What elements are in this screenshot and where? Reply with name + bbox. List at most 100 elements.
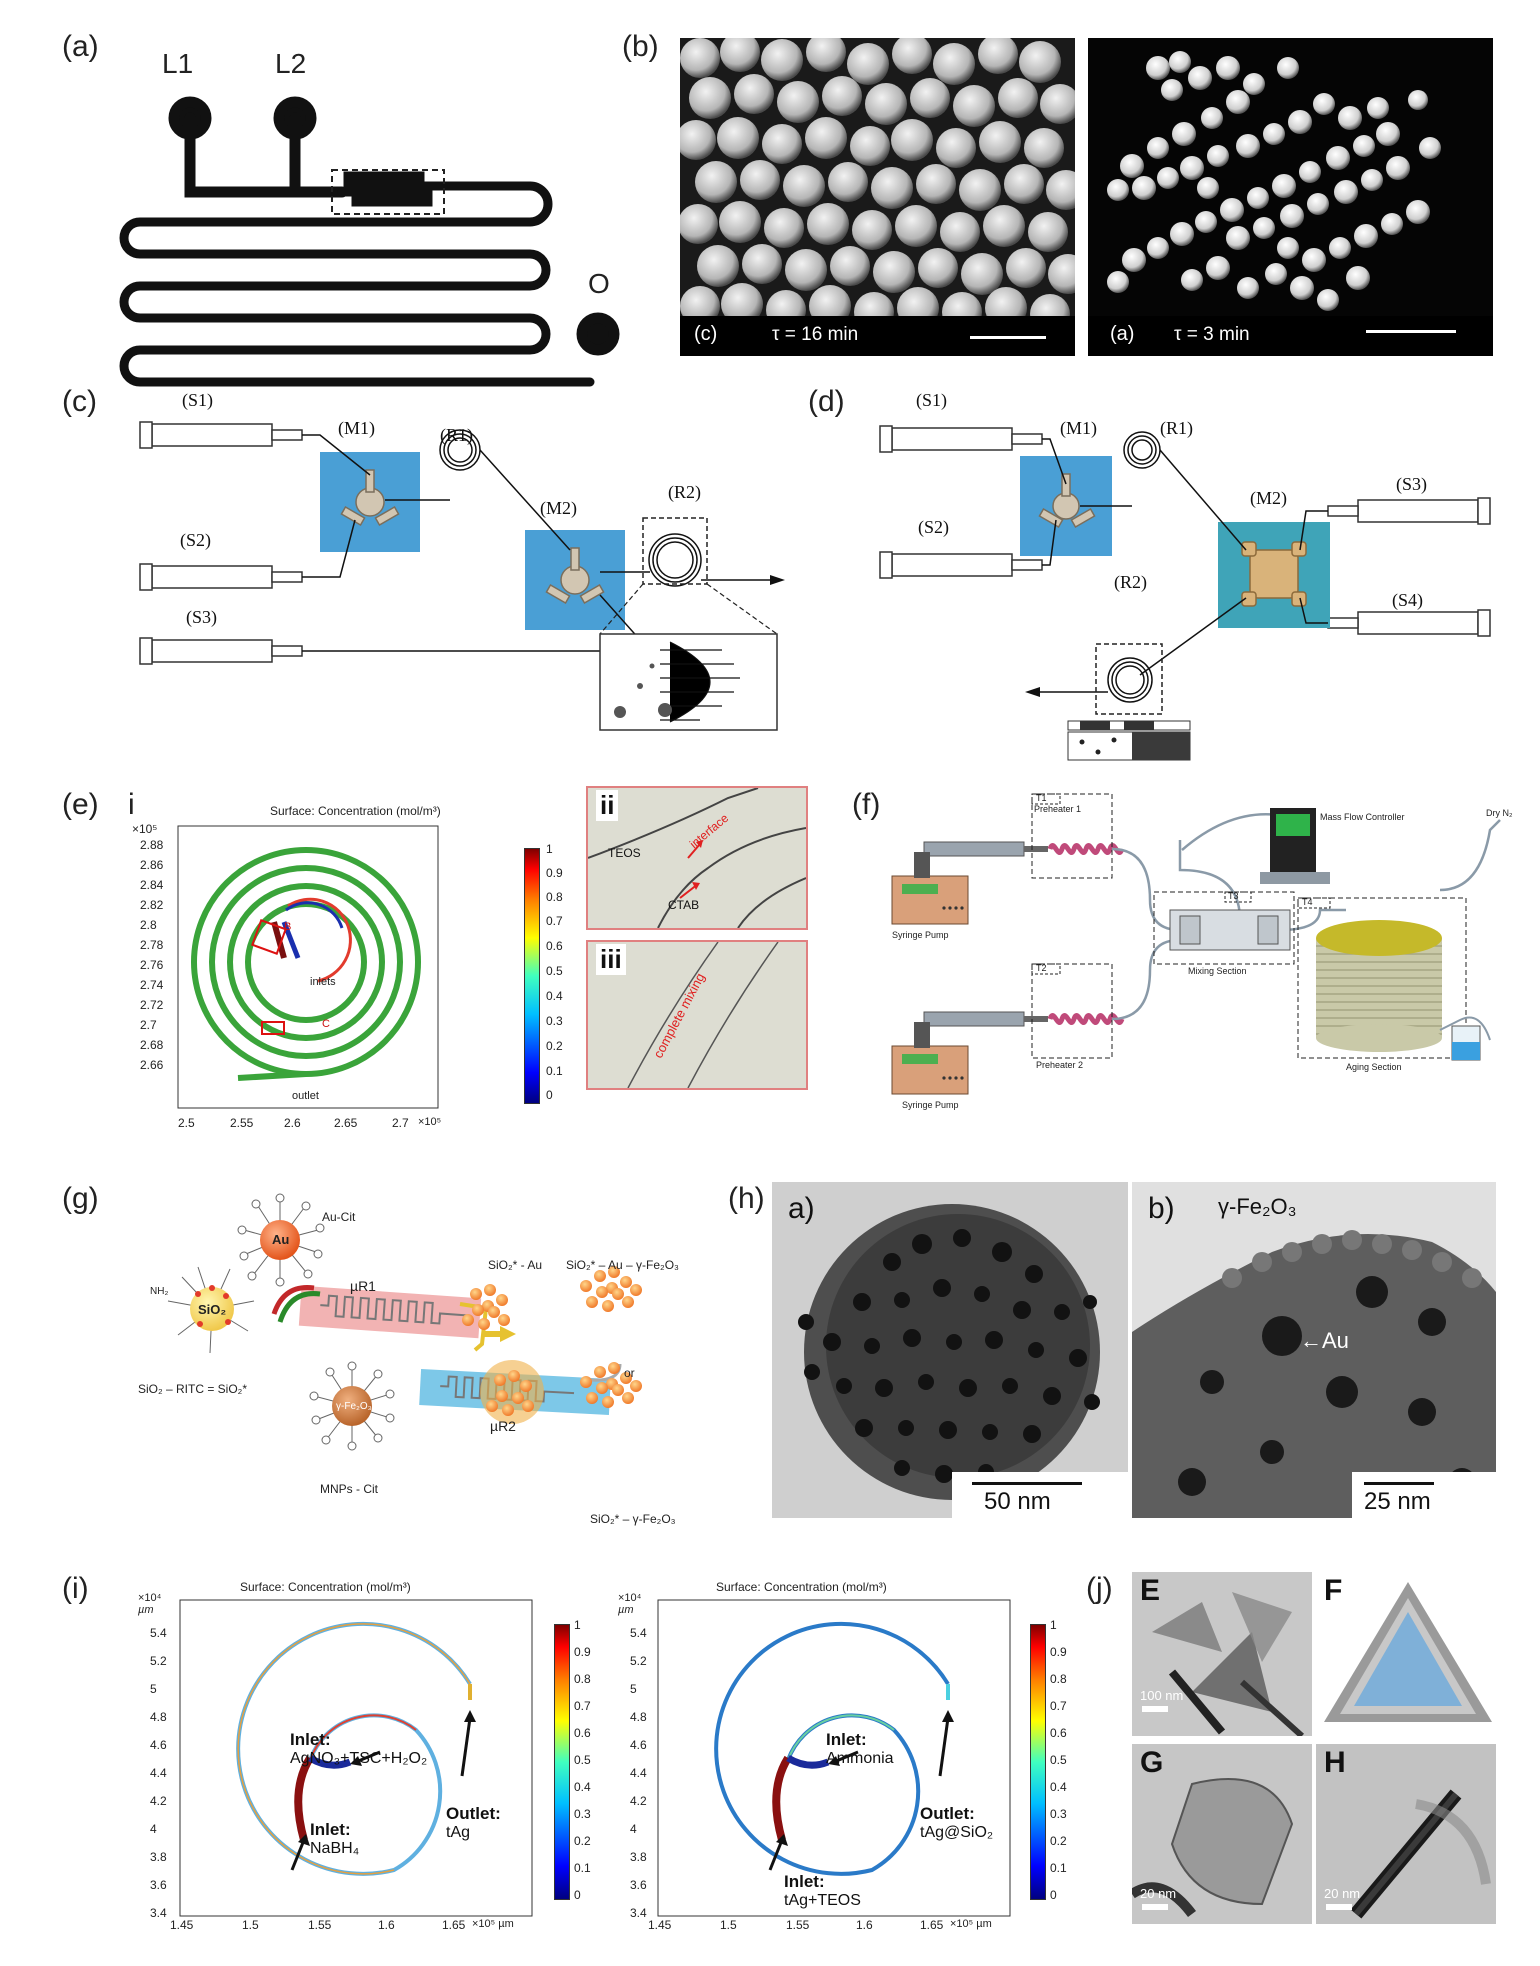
ytick: 4.6	[150, 1738, 167, 1752]
panel-g-ur1: µR1	[350, 1278, 376, 1294]
panel-i-right-inlet2-val: tAg+TEOS	[784, 1892, 861, 1909]
panel-g-au: Au	[272, 1232, 290, 1247]
tem-b-fe-label: γ-Fe₂O₃	[1218, 1194, 1297, 1219]
xtick: 2.6	[284, 1116, 301, 1130]
x-exp: ×10⁵ µm	[472, 1918, 514, 1930]
panel-f-mfc: Mass Flow Controller	[1320, 812, 1405, 822]
xtick: 1.6	[856, 1918, 873, 1932]
panel-i-left-inlet2-val: NaBH₄	[310, 1840, 360, 1857]
panel-g-sio2-fe: SiO₂* – γ-Fe₂O₃	[590, 1512, 676, 1526]
panel-a-label: (a)	[62, 30, 99, 63]
panel-f-preheater1: Preheater 1	[1034, 804, 1082, 814]
tem-e-tag: E	[1140, 1574, 1161, 1607]
ytick: 2.8	[140, 918, 157, 932]
cbar-tick: 0.1	[574, 1861, 591, 1875]
panel-g-au-cit: Au-Cit	[322, 1210, 356, 1224]
cbar-tick: 1	[546, 842, 553, 856]
xtick: 1.55	[308, 1918, 332, 1932]
ytick: 5.2	[150, 1654, 167, 1668]
schematic-f-tag: F	[1324, 1574, 1343, 1607]
xtick: 1.45	[648, 1918, 672, 1932]
ytick: 5	[630, 1682, 637, 1696]
panel-f-syringe-pump-1: Syringe Pump	[892, 930, 949, 940]
micro-ii-ctab: CTAB	[668, 898, 700, 912]
panel-e-sub-i: i	[128, 788, 135, 821]
setup-d-diagram	[879, 425, 1491, 761]
cbar-tick: 0	[546, 1088, 553, 1102]
panel-g-sio2-au: SiO₂* - Au	[488, 1258, 543, 1272]
cbar-tick: 0.7	[546, 914, 563, 928]
xtick: 2.5	[178, 1116, 195, 1130]
panel-f-t1: T1	[1036, 793, 1047, 803]
panel-i-right-outlet: Outlet:	[920, 1804, 975, 1823]
xtick: 2.55	[230, 1116, 254, 1130]
tem-image-h: H 20 nm	[1316, 1744, 1496, 1924]
tem-e-scalebar	[1142, 1706, 1168, 1712]
ytick: 5.4	[630, 1626, 647, 1640]
panel-i-left-inlet2: Inlet:	[310, 1820, 351, 1839]
ytick: 5.2	[630, 1654, 647, 1668]
panel-j-label: (j)	[1086, 1572, 1113, 1605]
setup-d-s2: (S2)	[918, 517, 949, 537]
sem-image-3min: (a) τ = 3 min	[1088, 38, 1493, 356]
panel-e-title: Surface: Concentration (mol/m³)	[270, 804, 441, 818]
cbar-tick: 0.3	[574, 1807, 591, 1821]
cbar-tick: 0.7	[1050, 1699, 1067, 1713]
tem-a-scalebar	[972, 1482, 1082, 1485]
ytick: 4.6	[630, 1738, 647, 1752]
panel-g-ur2: µR2	[490, 1418, 516, 1434]
cbar-tick: 1	[574, 1618, 581, 1632]
cbar-tick: 0.5	[574, 1753, 591, 1767]
panel-g-mnps: MNPs - Cit	[320, 1482, 378, 1496]
panel-i-left-inlet1-val: AgNO₃+TSC+H₂O₂	[290, 1750, 428, 1767]
ytick: 2.82	[140, 898, 164, 912]
setup-d-m1: (M1)	[1060, 418, 1097, 438]
setup-d-m2: (M2)	[1250, 488, 1287, 508]
cbar-tick: 0.6	[1050, 1726, 1067, 1740]
cbar-tick: 0.5	[546, 964, 563, 978]
panel-g-sio2-ritc: SiO₂ – RITC = SiO₂*	[138, 1382, 248, 1396]
panel-f-setup-diagram	[891, 793, 1501, 1095]
setup-c-s1: (S1)	[182, 390, 213, 410]
triangle-schematic-f: F	[1316, 1572, 1496, 1736]
cbar-tick: 0	[574, 1888, 581, 1902]
panel-g-scheme	[167, 1193, 642, 1451]
xtick: 1.65	[442, 1918, 466, 1932]
panel-f-t4: T4	[1302, 897, 1313, 907]
ytick: 3.4	[630, 1906, 647, 1920]
panel-e-spiral-plot	[177, 825, 439, 1109]
panel-e-b-marker: B	[284, 921, 292, 933]
xtick: 2.7	[392, 1116, 409, 1130]
sem-particles-aggregates	[1088, 51, 1493, 356]
panel-e-micrograph-iii: iii complete mixing	[586, 940, 808, 1090]
panel-i-right-xticks: 1.45 1.5 1.55 1.6 1.65 ×10⁵ µm	[648, 1918, 1018, 1934]
x-exp: ×10⁵ µm	[950, 1918, 992, 1930]
tem-b-scalebar	[1364, 1482, 1434, 1485]
panel-i-right-y-unit: µm	[618, 1604, 634, 1616]
setup-c-m1: (M1)	[338, 418, 375, 438]
tem-b-au-label: ←Au	[1300, 1328, 1349, 1353]
panel-i-left-y-unit: µm	[138, 1604, 154, 1616]
ytick: 2.7	[140, 1018, 157, 1032]
cbar-tick: 0.3	[546, 1014, 563, 1028]
tem-g-tag: G	[1140, 1746, 1164, 1779]
cbar-tick: 0.8	[546, 890, 563, 904]
panel-i-right-spiral	[657, 1599, 1011, 1917]
tem-b-scale-label: 25 nm	[1364, 1488, 1431, 1515]
ytick: 4	[630, 1822, 637, 1836]
xtick: 1.55	[786, 1918, 810, 1932]
panel-i-left-xticks: 1.45 1.5 1.55 1.6 1.65 ×10⁵ µm	[170, 1918, 540, 1934]
ytick: 2.66	[140, 1058, 164, 1072]
panel-i-left-inlet1: Inlet:	[290, 1730, 331, 1749]
panel-i-left-spiral	[179, 1599, 533, 1917]
setup-c-r2: (R2)	[668, 482, 701, 502]
cbar-tick: 0.7	[574, 1699, 591, 1713]
micro-ii-label: ii	[596, 790, 619, 821]
cbar-tick: 0.8	[574, 1672, 591, 1686]
xtick: 1.5	[720, 1918, 737, 1932]
cbar-tick: 1	[1050, 1618, 1057, 1632]
panel-i-colorbar-left	[554, 1624, 570, 1900]
cbar-tick: 0.8	[1050, 1672, 1067, 1686]
ytick: 2.68	[140, 1038, 164, 1052]
setup-d-r2: (R2)	[1114, 572, 1147, 592]
